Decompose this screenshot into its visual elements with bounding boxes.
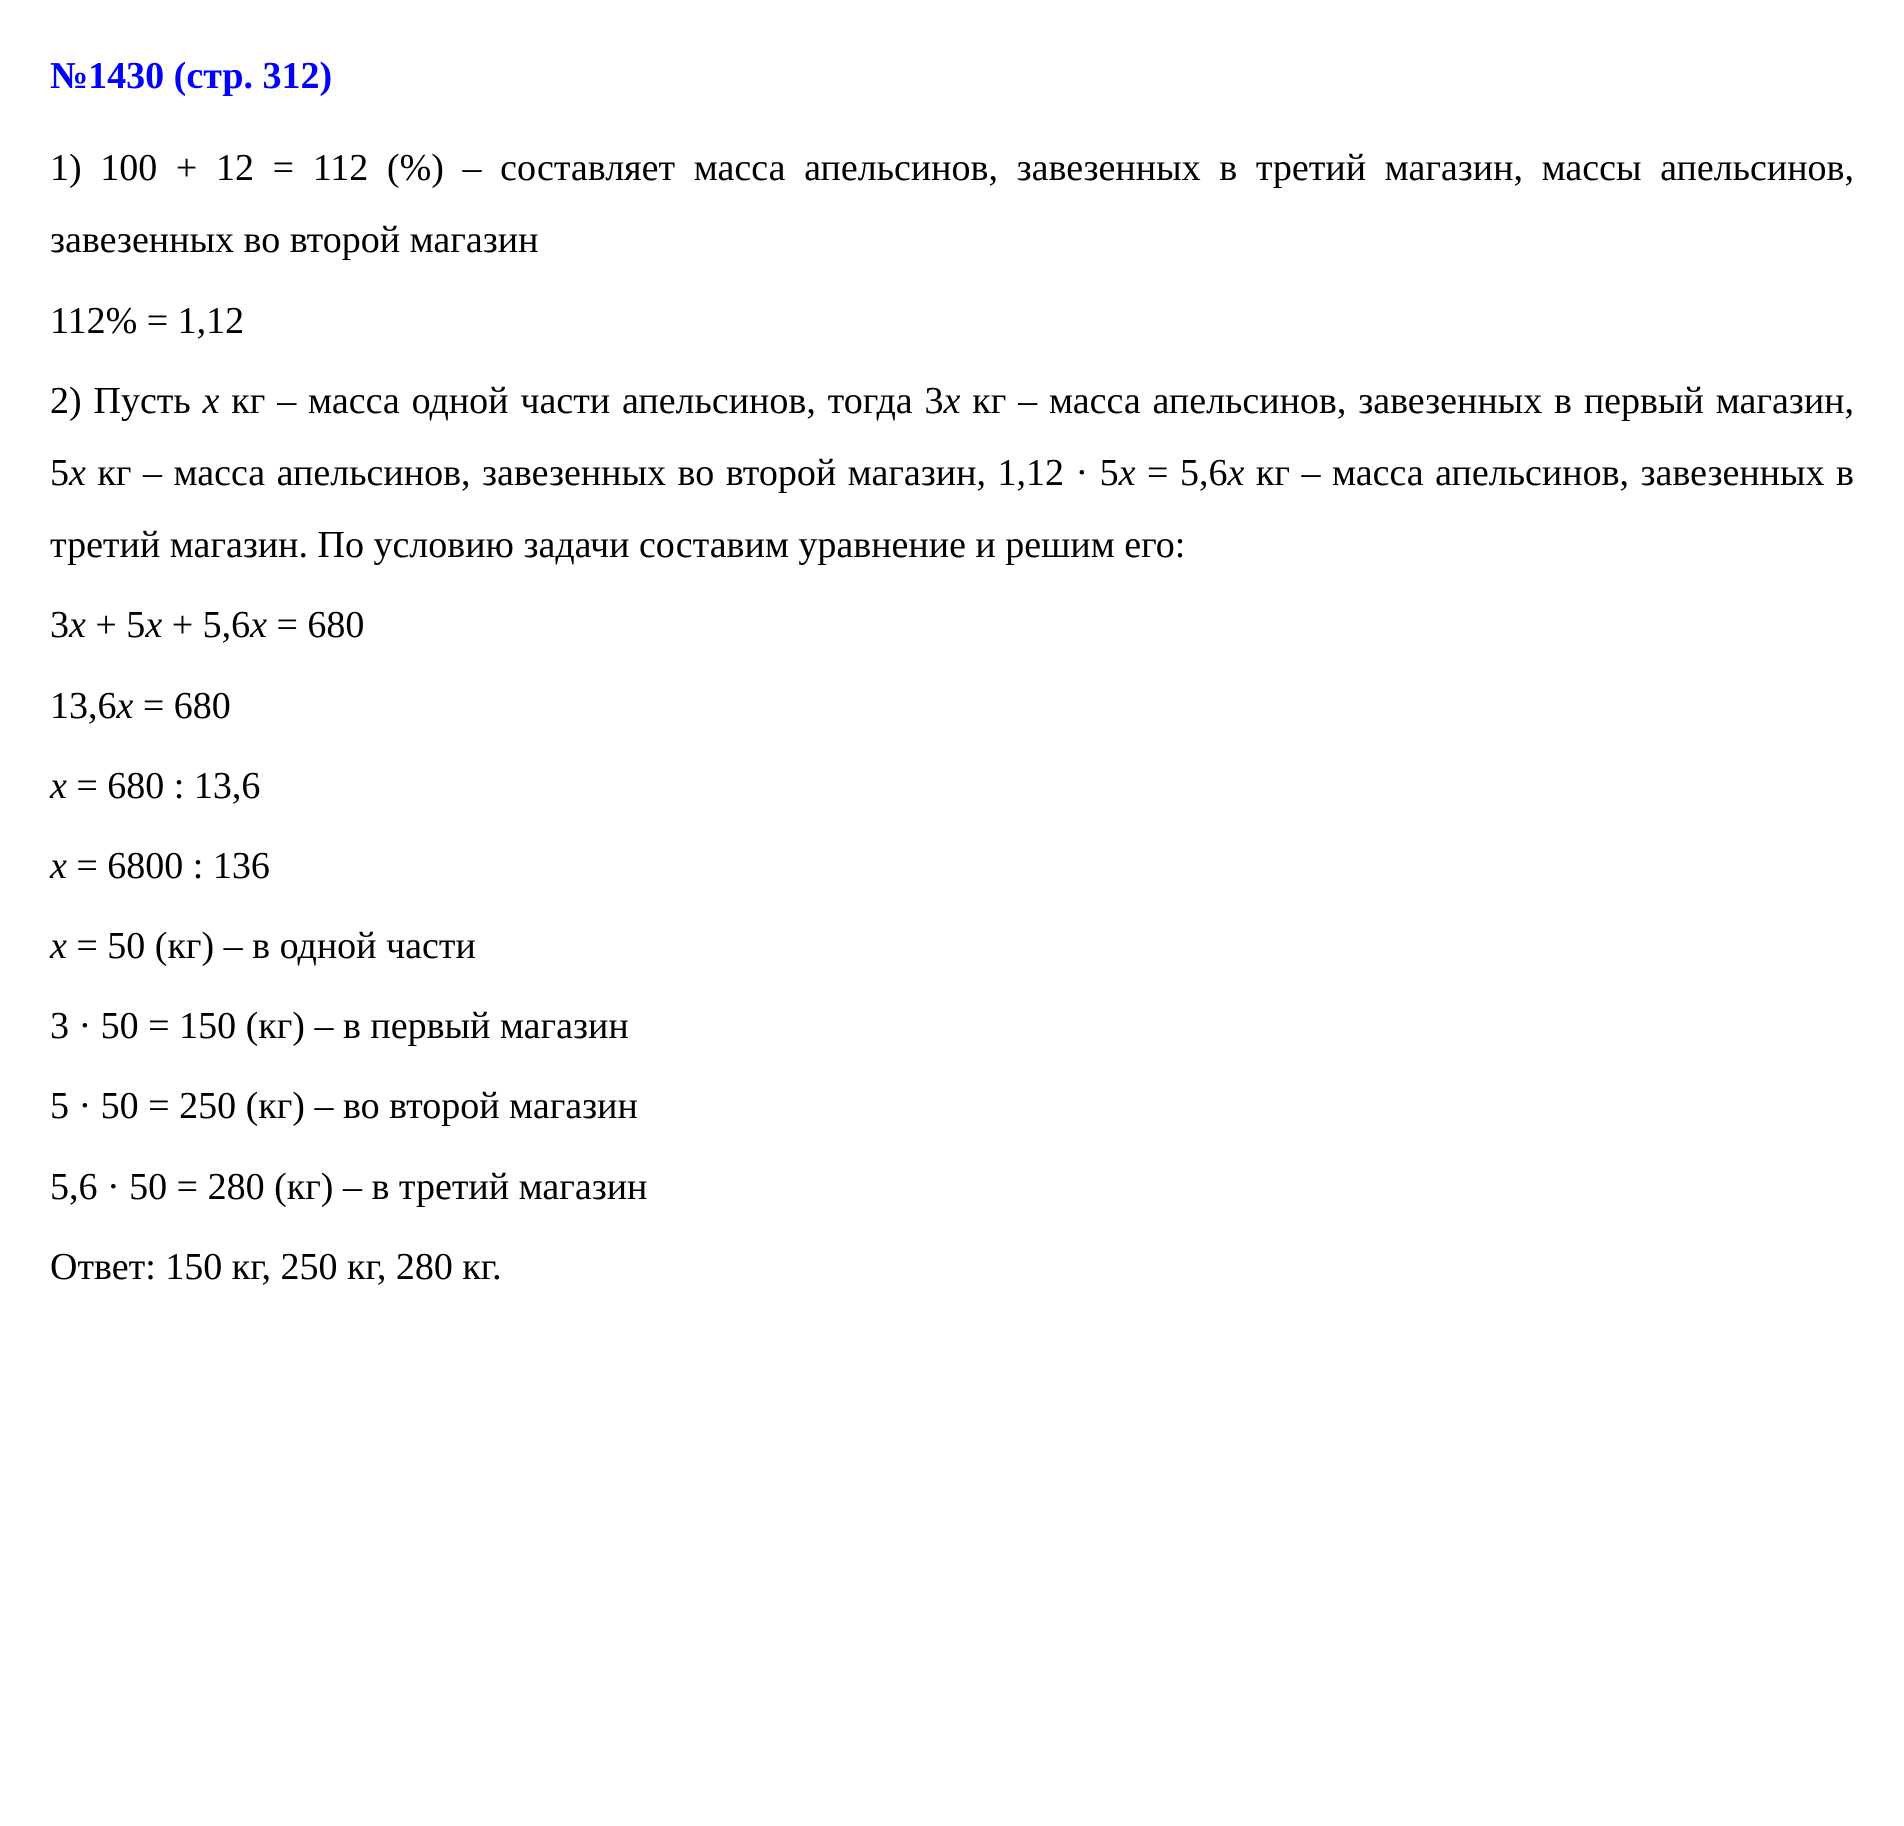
variable-x: x [145, 604, 162, 646]
text: 3 [50, 604, 69, 646]
equation-5: x = 50 (кг) – в одной части [50, 910, 1854, 982]
equation-3: x = 680 : 13,6 [50, 750, 1854, 822]
result-3: 5,6 · 50 = 280 (кг) – в третий магазин [50, 1151, 1854, 1223]
text: кг – масса апельсинов, завезенных во вто… [86, 452, 1119, 494]
text: = 50 (кг) – в одной части [67, 925, 476, 967]
step-2-setup: 2) Пусть x кг – масса одной части апельс… [50, 365, 1854, 582]
variable-x: x [944, 380, 961, 422]
answer: Ответ: 150 кг, 250 кг, 280 кг. [50, 1231, 1854, 1303]
variable-x: x [1119, 452, 1136, 494]
text: 13,6 [50, 685, 117, 727]
text: = 680 [133, 685, 230, 727]
equation-1: 3x + 5x + 5,6x = 680 [50, 589, 1854, 661]
variable-x: x [50, 925, 67, 967]
variable-x: x [69, 452, 86, 494]
step-1: 1) 100 + 12 = 112 (%) – составляет масса… [50, 132, 1854, 276]
text: + 5 [86, 604, 145, 646]
text: кг – масса одной части апельсинов, тогда… [219, 380, 943, 422]
variable-x: x [69, 604, 86, 646]
text: = 680 [267, 604, 364, 646]
text: = 5,6 [1136, 452, 1228, 494]
percent-conversion: 112% = 1,12 [50, 285, 1854, 357]
result-2: 5 · 50 = 250 (кг) – во второй магазин [50, 1070, 1854, 1142]
result-1: 3 · 50 = 150 (кг) – в первый магазин [50, 990, 1854, 1062]
variable-x: x [50, 845, 67, 887]
variable-x: x [117, 685, 134, 727]
text: = 6800 : 136 [67, 845, 270, 887]
equation-2: 13,6x = 680 [50, 670, 1854, 742]
text: + 5,6 [162, 604, 250, 646]
variable-x: x [250, 604, 267, 646]
variable-x: x [203, 380, 220, 422]
equation-4: x = 6800 : 136 [50, 830, 1854, 902]
problem-title: №1430 (стр. 312) [50, 40, 1854, 112]
text: = 680 : 13,6 [67, 765, 261, 807]
solution-content: 1) 100 + 12 = 112 (%) – составляет масса… [50, 132, 1854, 1303]
variable-x: x [1228, 452, 1245, 494]
text: 2) Пусть [50, 380, 203, 422]
variable-x: x [50, 765, 67, 807]
